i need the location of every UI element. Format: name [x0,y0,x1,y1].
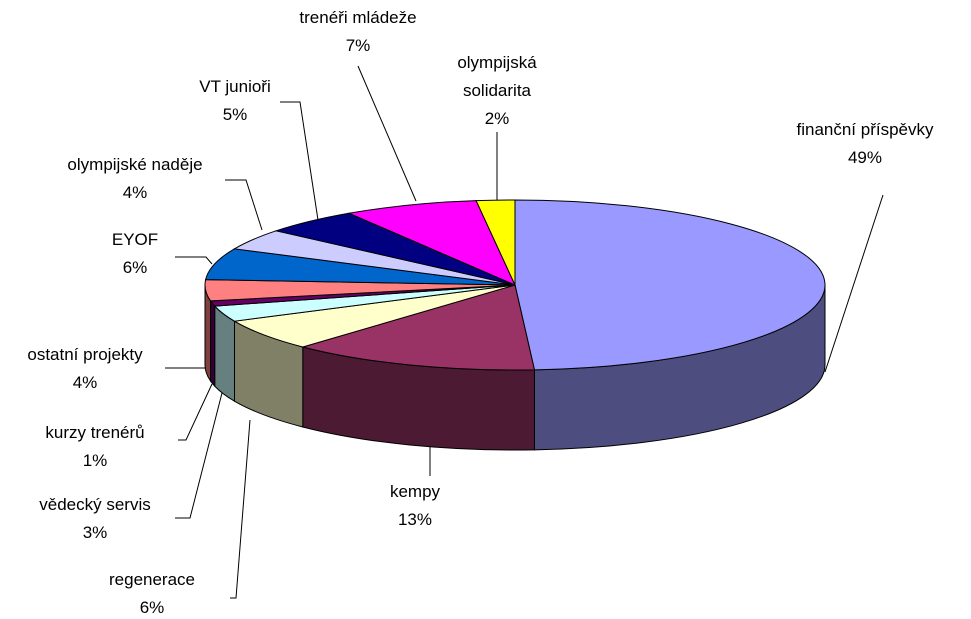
data-label: EYOF 6% [112,226,158,282]
data-label: olympijské naděje 4% [67,151,202,207]
slice-name: trenéři mládeže [299,8,417,27]
data-label: vědecký servis 3% [39,491,150,547]
slice-name: kempy [389,482,441,501]
slice-percent: 4% [122,183,148,202]
slice-percent: 3% [82,523,108,542]
slice-percent: 4% [72,373,98,392]
data-label: kempy 13% [390,478,440,534]
slice-percent: 6% [139,598,165,617]
leader-line [225,179,263,231]
data-label: finanční příspěvky 49% [796,116,933,172]
data-label: trenéři mládeže 7% [299,4,416,60]
data-label: olympijská solidarita 2% [442,49,552,133]
slice-side [209,299,216,388]
slice-percent: 7% [345,36,371,55]
slice [514,199,826,371]
slice [475,199,516,286]
slice-name: ostatní projekty [27,345,143,364]
slice [300,284,536,371]
data-label: regenerace 6% [109,566,195,619]
slice-side [214,304,236,403]
slice-percent: 5% [222,105,248,124]
slice-name: olympijské naděje [67,155,203,174]
leader-line [175,256,213,265]
slice-name: olympijská solidarita [457,53,537,100]
slice-name: vědecký servis [39,495,151,514]
leader-line [357,65,417,202]
slice-percent: 6% [122,258,148,277]
slice-percent: 49% [847,148,883,167]
slice-percent: 2% [484,109,510,128]
slice-percent: 13% [397,510,433,529]
slice-name: finanční příspěvky [796,120,934,139]
slice-name: EYOF [111,230,159,249]
leader-line [175,392,223,519]
slice-name: regenerace [108,570,196,589]
leader-line [280,101,319,221]
data-label: VT junioři 5% [199,73,271,129]
slice-percent: 1% [82,451,108,470]
data-label: kurzy trenérů 1% [45,419,144,475]
leader-line [178,383,213,441]
slice-name: kurzy trenérů [45,423,145,442]
leader-line [824,194,884,373]
leader-line [230,419,251,599]
data-label: ostatní projekty 4% [27,341,142,397]
slice [347,200,517,286]
slice-name: VT junioři [199,77,271,96]
